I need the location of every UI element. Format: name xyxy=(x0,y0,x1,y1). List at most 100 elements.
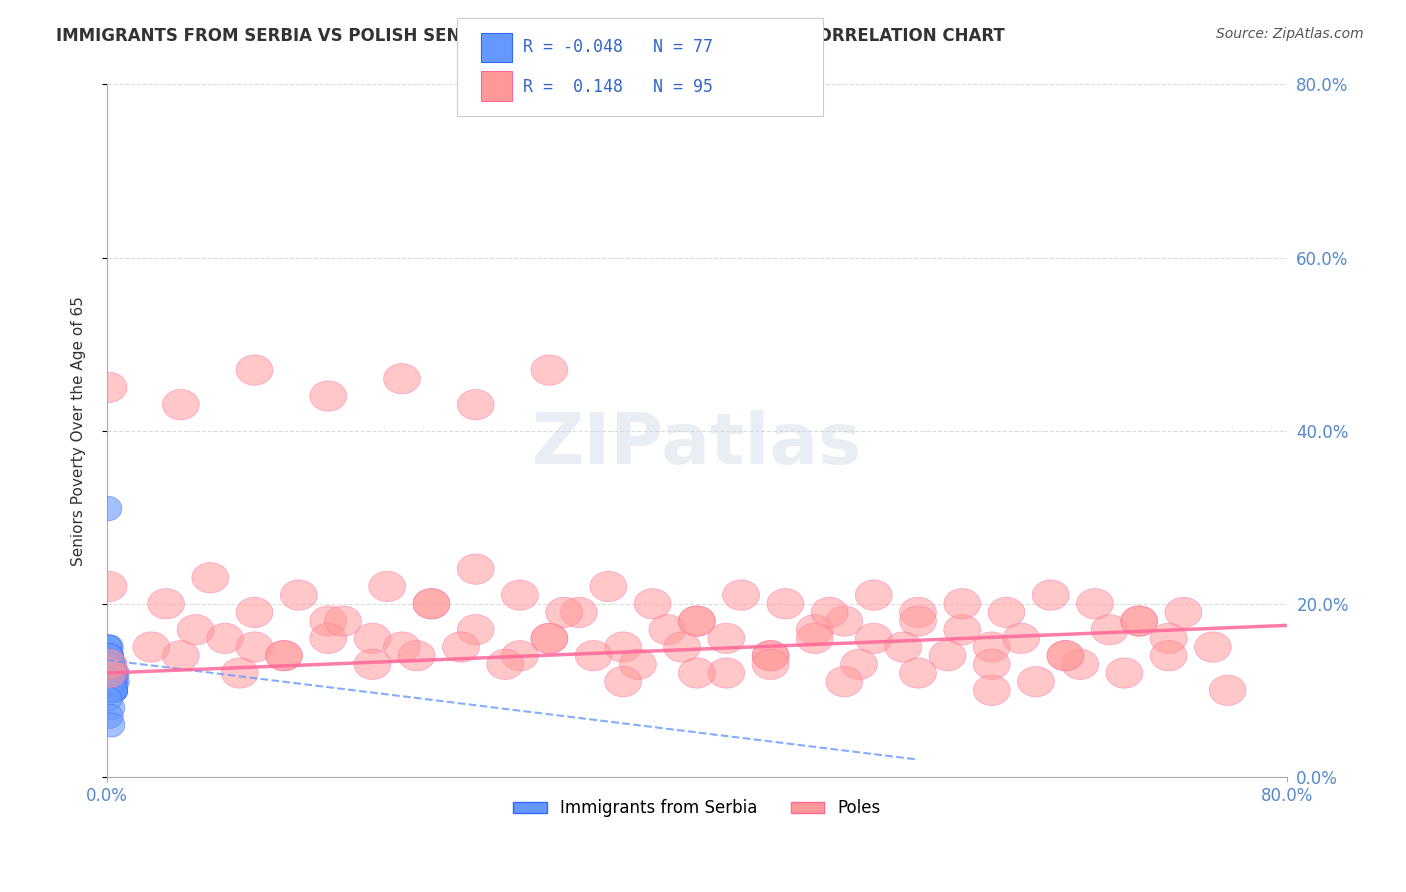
Ellipse shape xyxy=(101,678,128,702)
Ellipse shape xyxy=(97,652,124,676)
Ellipse shape xyxy=(98,670,125,694)
Ellipse shape xyxy=(354,624,391,654)
Ellipse shape xyxy=(90,649,127,680)
Ellipse shape xyxy=(309,381,347,411)
Ellipse shape xyxy=(97,661,124,685)
Ellipse shape xyxy=(796,615,834,645)
Text: R =  0.148   N = 95: R = 0.148 N = 95 xyxy=(523,78,713,95)
Ellipse shape xyxy=(101,661,128,685)
Ellipse shape xyxy=(309,606,347,636)
Ellipse shape xyxy=(98,670,125,694)
Ellipse shape xyxy=(96,652,122,676)
Ellipse shape xyxy=(752,640,789,671)
Ellipse shape xyxy=(98,652,125,676)
Ellipse shape xyxy=(96,652,122,676)
Ellipse shape xyxy=(98,652,125,676)
Ellipse shape xyxy=(884,632,922,662)
Ellipse shape xyxy=(97,652,124,676)
Ellipse shape xyxy=(97,643,124,668)
Ellipse shape xyxy=(97,652,124,676)
Ellipse shape xyxy=(98,670,125,694)
Ellipse shape xyxy=(97,661,124,685)
Ellipse shape xyxy=(841,649,877,680)
Ellipse shape xyxy=(855,624,893,654)
Ellipse shape xyxy=(162,640,200,671)
Ellipse shape xyxy=(988,598,1025,628)
Ellipse shape xyxy=(900,658,936,688)
Ellipse shape xyxy=(354,649,391,680)
Ellipse shape xyxy=(96,643,122,668)
Ellipse shape xyxy=(457,615,494,645)
Ellipse shape xyxy=(98,661,125,685)
Ellipse shape xyxy=(96,652,122,676)
Ellipse shape xyxy=(97,704,124,729)
Ellipse shape xyxy=(97,661,124,685)
Ellipse shape xyxy=(96,643,122,668)
Ellipse shape xyxy=(236,598,273,628)
Ellipse shape xyxy=(900,598,936,628)
Ellipse shape xyxy=(679,658,716,688)
Ellipse shape xyxy=(100,661,127,685)
Ellipse shape xyxy=(650,615,686,645)
Ellipse shape xyxy=(1062,649,1098,680)
Ellipse shape xyxy=(97,661,124,685)
Ellipse shape xyxy=(98,661,125,685)
Ellipse shape xyxy=(502,580,538,610)
Ellipse shape xyxy=(398,640,434,671)
Ellipse shape xyxy=(236,632,273,662)
Ellipse shape xyxy=(98,661,125,685)
Ellipse shape xyxy=(98,670,125,694)
Ellipse shape xyxy=(96,643,122,668)
Ellipse shape xyxy=(325,606,361,636)
Ellipse shape xyxy=(531,624,568,654)
Ellipse shape xyxy=(1047,640,1084,671)
Text: ZIPatlas: ZIPatlas xyxy=(531,410,862,479)
Ellipse shape xyxy=(266,640,302,671)
Ellipse shape xyxy=(605,666,641,697)
Ellipse shape xyxy=(413,589,450,619)
Ellipse shape xyxy=(221,658,259,688)
Ellipse shape xyxy=(1107,658,1143,688)
Text: R = -0.048   N = 77: R = -0.048 N = 77 xyxy=(523,38,713,56)
Ellipse shape xyxy=(605,632,641,662)
Ellipse shape xyxy=(575,640,612,671)
Ellipse shape xyxy=(1032,580,1069,610)
Ellipse shape xyxy=(96,643,122,668)
Ellipse shape xyxy=(280,580,318,610)
Ellipse shape xyxy=(96,652,122,676)
Ellipse shape xyxy=(101,678,128,702)
Ellipse shape xyxy=(766,589,804,619)
Ellipse shape xyxy=(825,666,863,697)
Ellipse shape xyxy=(98,661,125,685)
Ellipse shape xyxy=(384,364,420,394)
Ellipse shape xyxy=(1150,624,1187,654)
Ellipse shape xyxy=(100,670,127,694)
Ellipse shape xyxy=(97,661,124,685)
Ellipse shape xyxy=(97,643,124,668)
Ellipse shape xyxy=(134,632,170,662)
Ellipse shape xyxy=(679,606,716,636)
Ellipse shape xyxy=(96,670,122,694)
Ellipse shape xyxy=(97,661,124,685)
Ellipse shape xyxy=(177,615,214,645)
Ellipse shape xyxy=(1121,606,1157,636)
Ellipse shape xyxy=(620,649,657,680)
Ellipse shape xyxy=(90,372,127,402)
Ellipse shape xyxy=(100,661,127,685)
Ellipse shape xyxy=(103,661,129,685)
Ellipse shape xyxy=(148,589,184,619)
Ellipse shape xyxy=(679,606,716,636)
Ellipse shape xyxy=(752,640,789,671)
Ellipse shape xyxy=(162,390,200,420)
Ellipse shape xyxy=(97,643,124,668)
Ellipse shape xyxy=(101,670,128,694)
Ellipse shape xyxy=(1018,666,1054,697)
Ellipse shape xyxy=(368,571,406,601)
Ellipse shape xyxy=(973,632,1010,662)
Ellipse shape xyxy=(96,687,122,711)
Ellipse shape xyxy=(929,640,966,671)
Ellipse shape xyxy=(443,632,479,662)
Legend: Immigrants from Serbia, Poles: Immigrants from Serbia, Poles xyxy=(506,793,887,824)
Ellipse shape xyxy=(943,589,980,619)
Ellipse shape xyxy=(100,661,127,685)
